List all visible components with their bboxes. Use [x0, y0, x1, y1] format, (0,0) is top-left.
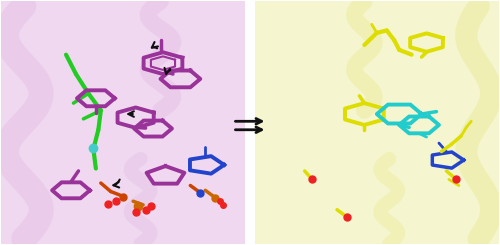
FancyBboxPatch shape: [2, 1, 245, 244]
FancyBboxPatch shape: [255, 1, 498, 244]
